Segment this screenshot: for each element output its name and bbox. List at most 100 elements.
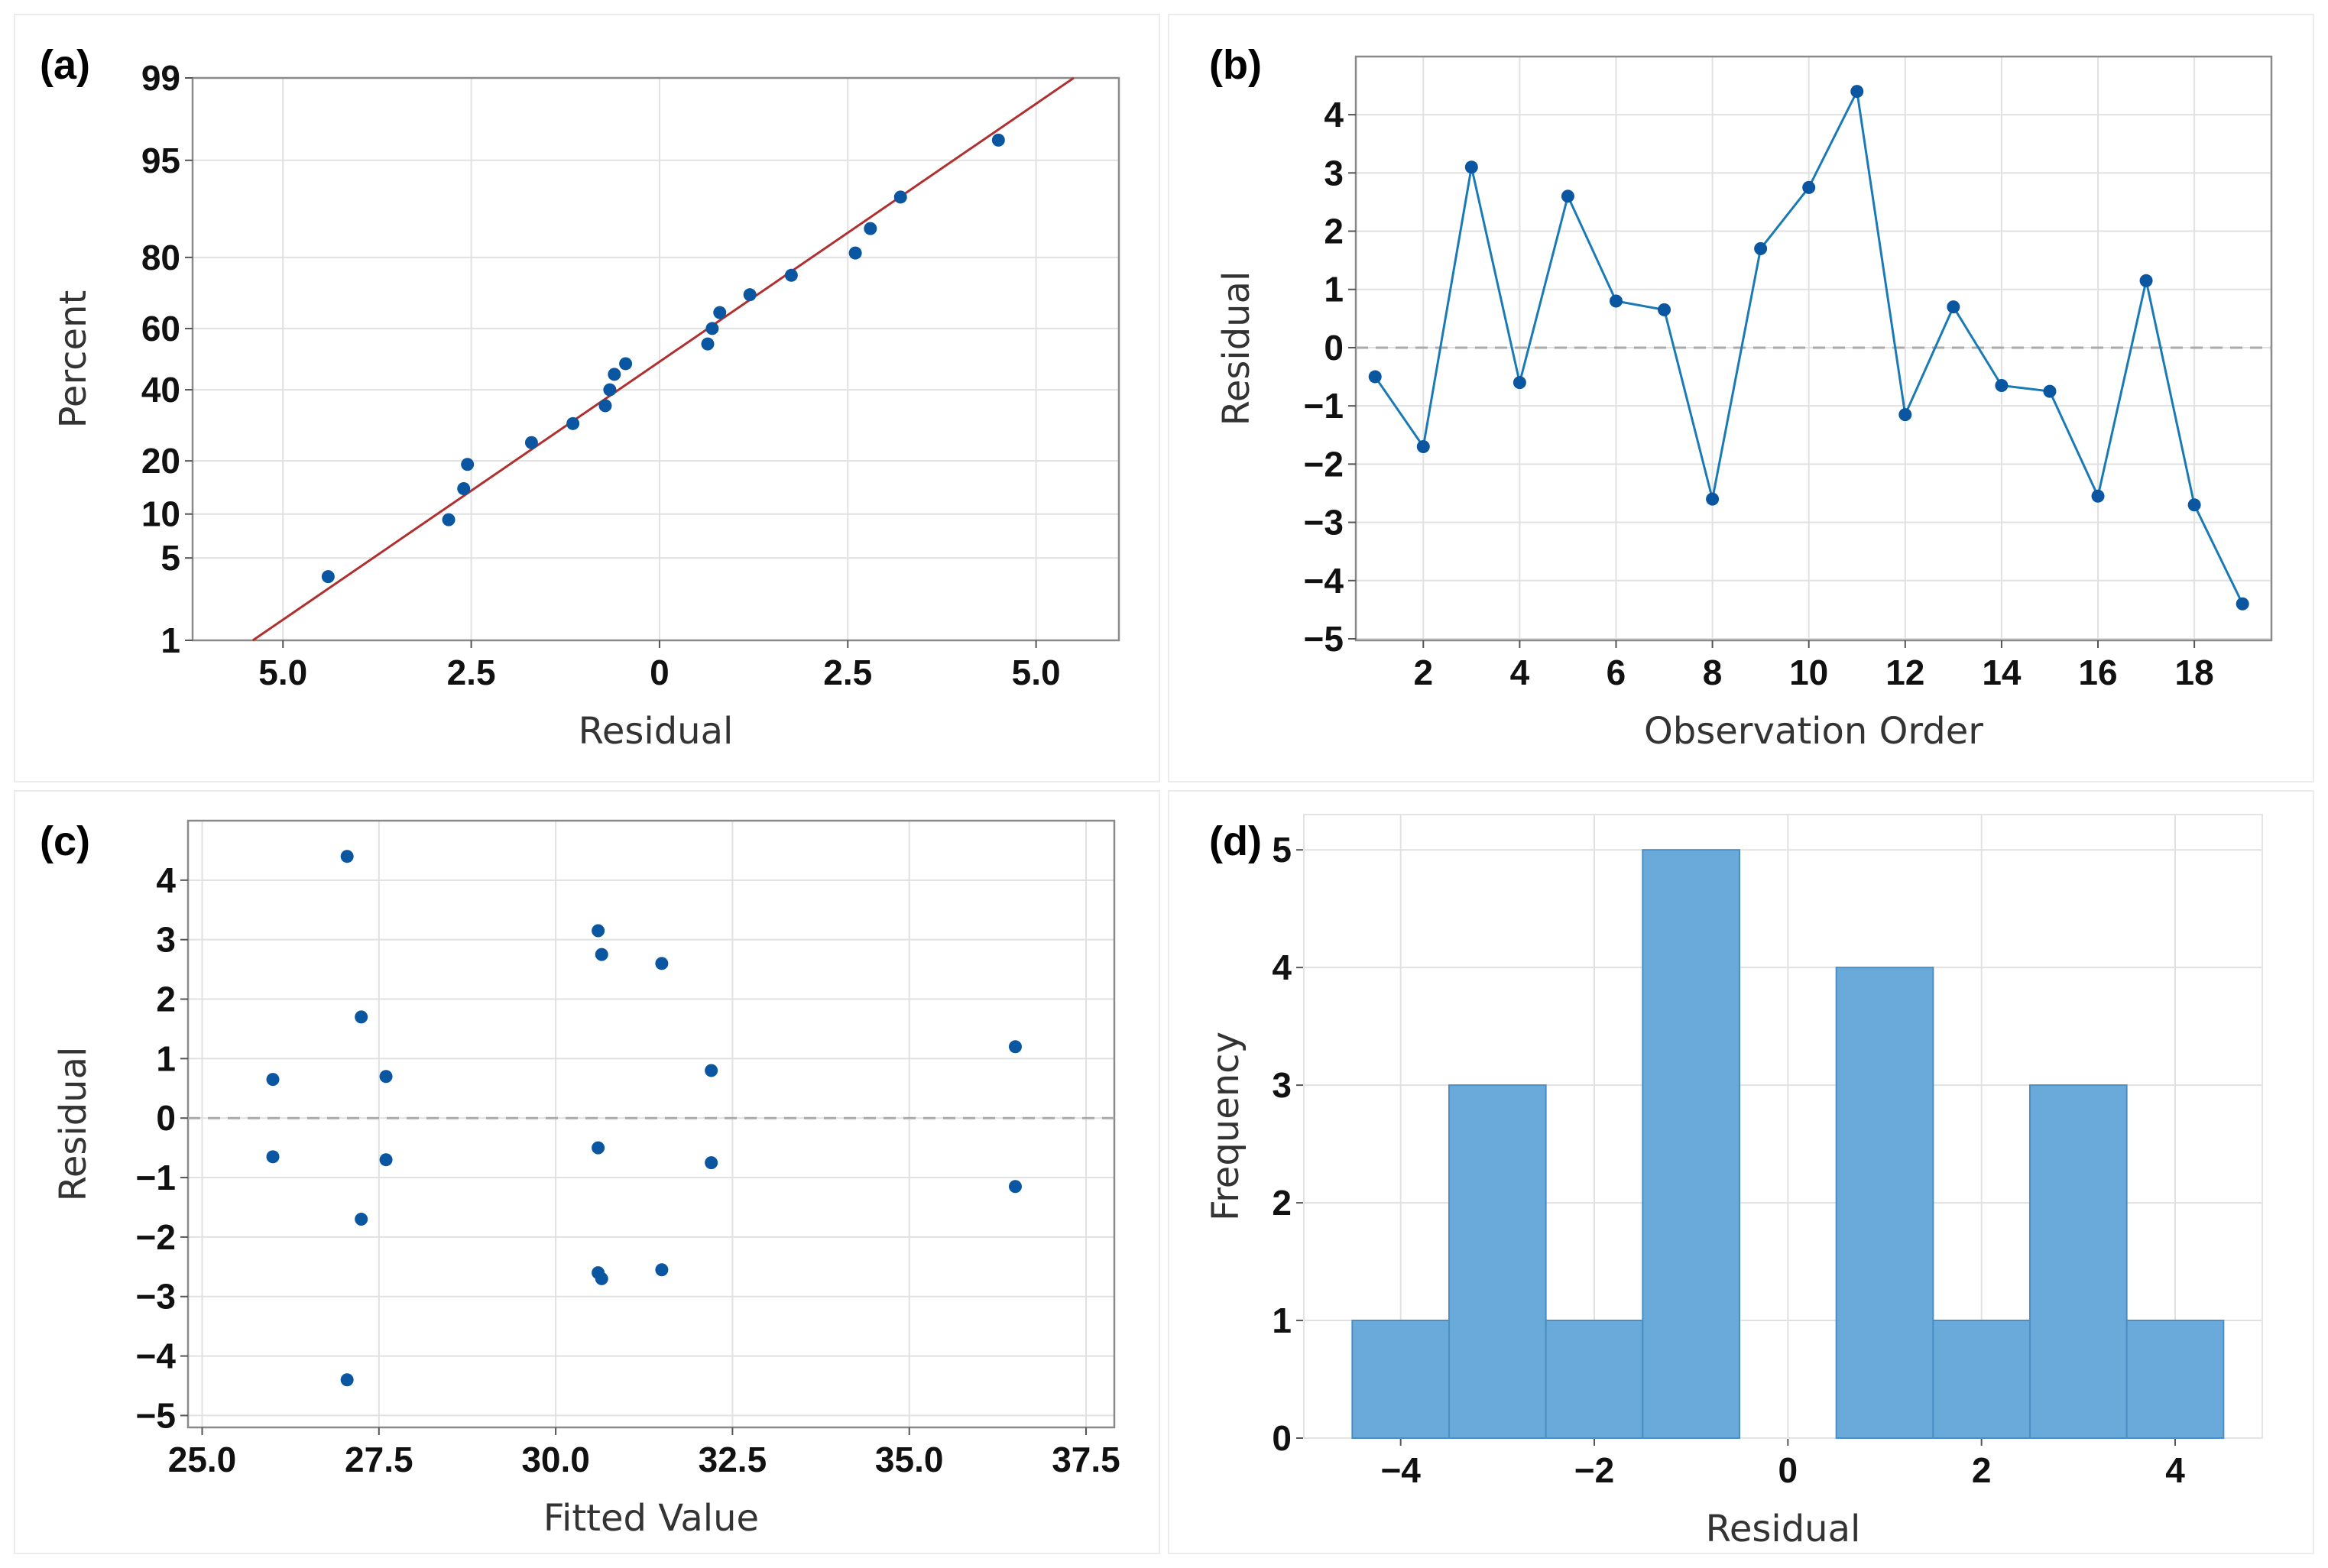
data-point	[2091, 489, 2105, 503]
data-point	[1464, 160, 1478, 174]
y-tick-label: 3	[156, 920, 176, 960]
y-tick-label: −1	[1304, 386, 1344, 426]
panel-label-a: (a)	[40, 42, 90, 88]
data-point	[1947, 300, 1960, 314]
data-point	[355, 1010, 368, 1024]
data-point	[1706, 492, 1720, 506]
histogram-bar	[1642, 849, 1740, 1440]
y-tick-label: 80	[141, 238, 180, 277]
data-point	[598, 399, 612, 413]
plot-area	[186, 819, 1116, 1429]
x-tick-label: 4	[1510, 653, 1530, 692]
x-tick-label: 6	[1607, 653, 1626, 692]
data-point	[1850, 85, 1864, 99]
y-tick-label: 60	[141, 309, 180, 348]
y-tick-label: −1	[136, 1158, 176, 1197]
data-point	[1008, 1040, 1022, 1054]
y-tick-label: −5	[1304, 619, 1344, 659]
data-point	[608, 368, 621, 381]
y-tick-label: 95	[141, 141, 180, 180]
histogram-bar	[2125, 1320, 2225, 1439]
data-point	[1995, 378, 2009, 392]
data-point	[1802, 180, 1816, 194]
y-tick-label: −4	[136, 1336, 177, 1376]
x-tick-label: 27.5	[345, 1440, 413, 1479]
histogram-bar	[1932, 1320, 2031, 1439]
x-tick-label: −2	[1574, 1450, 1614, 1490]
data-point	[2187, 498, 2201, 512]
data-point	[2236, 597, 2249, 611]
y-tick-label: 4	[1272, 948, 1292, 987]
y-tick-label: 40	[141, 370, 180, 410]
histogram-bar	[2029, 1084, 2128, 1439]
y-tick-label: 20	[141, 441, 180, 481]
y-tick-label: 0	[1324, 328, 1344, 368]
y-axis-title: Frequency	[1205, 1032, 1247, 1221]
data-point	[2139, 274, 2153, 287]
histogram-bar	[1835, 967, 1934, 1439]
y-tick-label: −2	[1304, 444, 1344, 484]
data-point	[655, 957, 669, 970]
residual-vs-fitted-plot: 25.0 27.5 30.0 32.5 35.0 37.5 −5 −4 −3 −2 −1 0 1 2 3 4 F…	[52, 819, 1120, 1540]
x-axis-title: Residual	[579, 710, 734, 753]
y-tick-label: 4	[1324, 95, 1344, 134]
x-tick-label: 16	[2078, 653, 2117, 692]
data-point	[566, 416, 580, 430]
data-point	[1513, 376, 1526, 390]
data-point	[1658, 303, 1671, 316]
data-point	[442, 513, 456, 526]
y-tick-label: 0	[156, 1098, 176, 1138]
y-axis-title: Percent	[52, 290, 95, 429]
y-tick-label: 3	[1324, 153, 1344, 193]
data-point	[705, 322, 719, 335]
residual-histogram: −4 −2 0 2 4 0 1 2 3 4 5 Residual Frequency	[1205, 814, 2263, 1550]
panel-label-b: (b)	[1209, 42, 1262, 88]
data-point	[893, 190, 907, 204]
y-tick-label: 1	[160, 620, 180, 660]
data-point	[1368, 370, 1382, 384]
x-tick-label: 2	[1413, 653, 1433, 692]
x-tick-label: 2	[1972, 1450, 1992, 1490]
x-tick-label: 2.5	[823, 653, 872, 692]
y-tick-label: 10	[141, 494, 180, 534]
x-tick-label: 0	[1778, 1450, 1798, 1490]
x-tick-label: 0	[650, 653, 670, 692]
data-point	[701, 337, 715, 351]
x-tick-label: 32.5	[699, 1440, 767, 1479]
x-tick-label: 25.0	[168, 1440, 237, 1479]
data-point	[848, 246, 862, 260]
panel-b: (b) 2 4 6 8 10 12 14 16 18 −5 −4 −3 −2 −1 0 1 2 3 4 Observa…	[1168, 14, 2314, 782]
x-tick-label: 35.0	[875, 1440, 944, 1479]
panel-label-d: (d)	[1209, 818, 1262, 864]
fit-line	[251, 76, 1075, 642]
data-point	[379, 1153, 393, 1167]
x-tick-label: 14	[1982, 653, 2022, 692]
data-point	[1416, 440, 1430, 454]
plot-area	[1303, 814, 2263, 1439]
data-point	[461, 458, 475, 471]
data-point	[340, 850, 354, 863]
panel-d: (d) −4 −2 0 2 4 0 1 2 3 4 5 Residual Frequency	[1168, 790, 2314, 1554]
y-axis-title: Residual	[1215, 271, 1258, 426]
data-point	[2043, 384, 2057, 398]
data-point	[266, 1150, 280, 1164]
plot-area	[191, 76, 1120, 642]
x-axis-title: Fitted Value	[543, 1497, 759, 1540]
x-tick-label: 37.5	[1052, 1440, 1120, 1479]
y-tick-label: −2	[136, 1217, 176, 1257]
data-point	[592, 924, 605, 938]
data-point	[592, 1141, 605, 1155]
data-point	[784, 268, 798, 282]
data-point	[655, 1263, 669, 1277]
residual-vs-order-plot: 2 4 6 8 10 12 14 16 18−5−4−3−2−101234Observation…	[1215, 55, 2273, 753]
panel-a: (a) 5.0 2.5 0 2.5 5.0 1 5 10 20 40 60 80 95 99 Residua…	[14, 14, 1160, 782]
data-point	[991, 133, 1005, 147]
data-point	[524, 436, 538, 449]
histogram-bar	[1351, 1320, 1450, 1439]
y-tick-label: 1	[156, 1038, 176, 1078]
data-point	[603, 383, 617, 397]
y-tick-label: 99	[141, 58, 180, 98]
x-tick-label: 18	[2175, 653, 2214, 692]
data-point	[379, 1070, 393, 1084]
y-axis-title: Residual	[52, 1047, 95, 1202]
